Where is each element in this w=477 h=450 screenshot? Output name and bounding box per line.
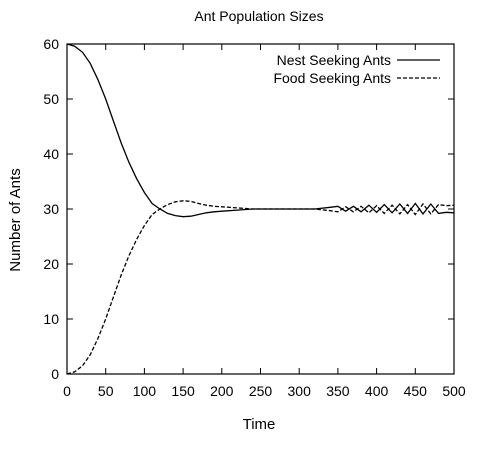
legend-label-nest-seeking-ants: Nest Seeking Ants	[277, 52, 391, 68]
x-tick-label: 0	[63, 383, 71, 399]
x-tick-label: 50	[98, 383, 114, 399]
x-tick-label: 300	[288, 383, 312, 399]
y-tick-label: 0	[51, 366, 59, 382]
axis-ticks: 0 50 100 150 200 250 300 350 400 450 500 0 10 20 30 40 5…	[43, 36, 465, 399]
series-line-food-seeking-ants	[66, 200, 455, 375]
series-line-nest-seeking-ants	[66, 43, 455, 218]
x-tick-label: 250	[249, 383, 273, 399]
legend-label-food-seeking-ants: Food Seeking Ants	[273, 70, 391, 86]
x-tick-label: 350	[326, 383, 350, 399]
x-tick-label: 100	[133, 383, 157, 399]
y-tick-label: 30	[43, 201, 59, 217]
x-tick-label: 450	[404, 383, 428, 399]
y-tick-label: 10	[43, 311, 59, 327]
x-tick-label: 500	[442, 383, 466, 399]
y-axis-label: Number of Ants	[7, 168, 24, 271]
x-tick-label: 400	[365, 383, 389, 399]
y-tick-label: 60	[43, 36, 59, 52]
y-tick-label: 50	[43, 91, 59, 107]
x-tick-label: 150	[171, 383, 195, 399]
x-axis-label: Time	[243, 416, 276, 433]
legend: Nest Seeking Ants Food Seeking Ants	[273, 52, 440, 86]
y-tick-label: 20	[43, 256, 59, 272]
series-lines	[66, 43, 455, 375]
chart-title: Ant Population Sizes	[194, 8, 323, 24]
x-tick-label: 200	[210, 383, 234, 399]
y-tick-label: 40	[43, 146, 59, 162]
